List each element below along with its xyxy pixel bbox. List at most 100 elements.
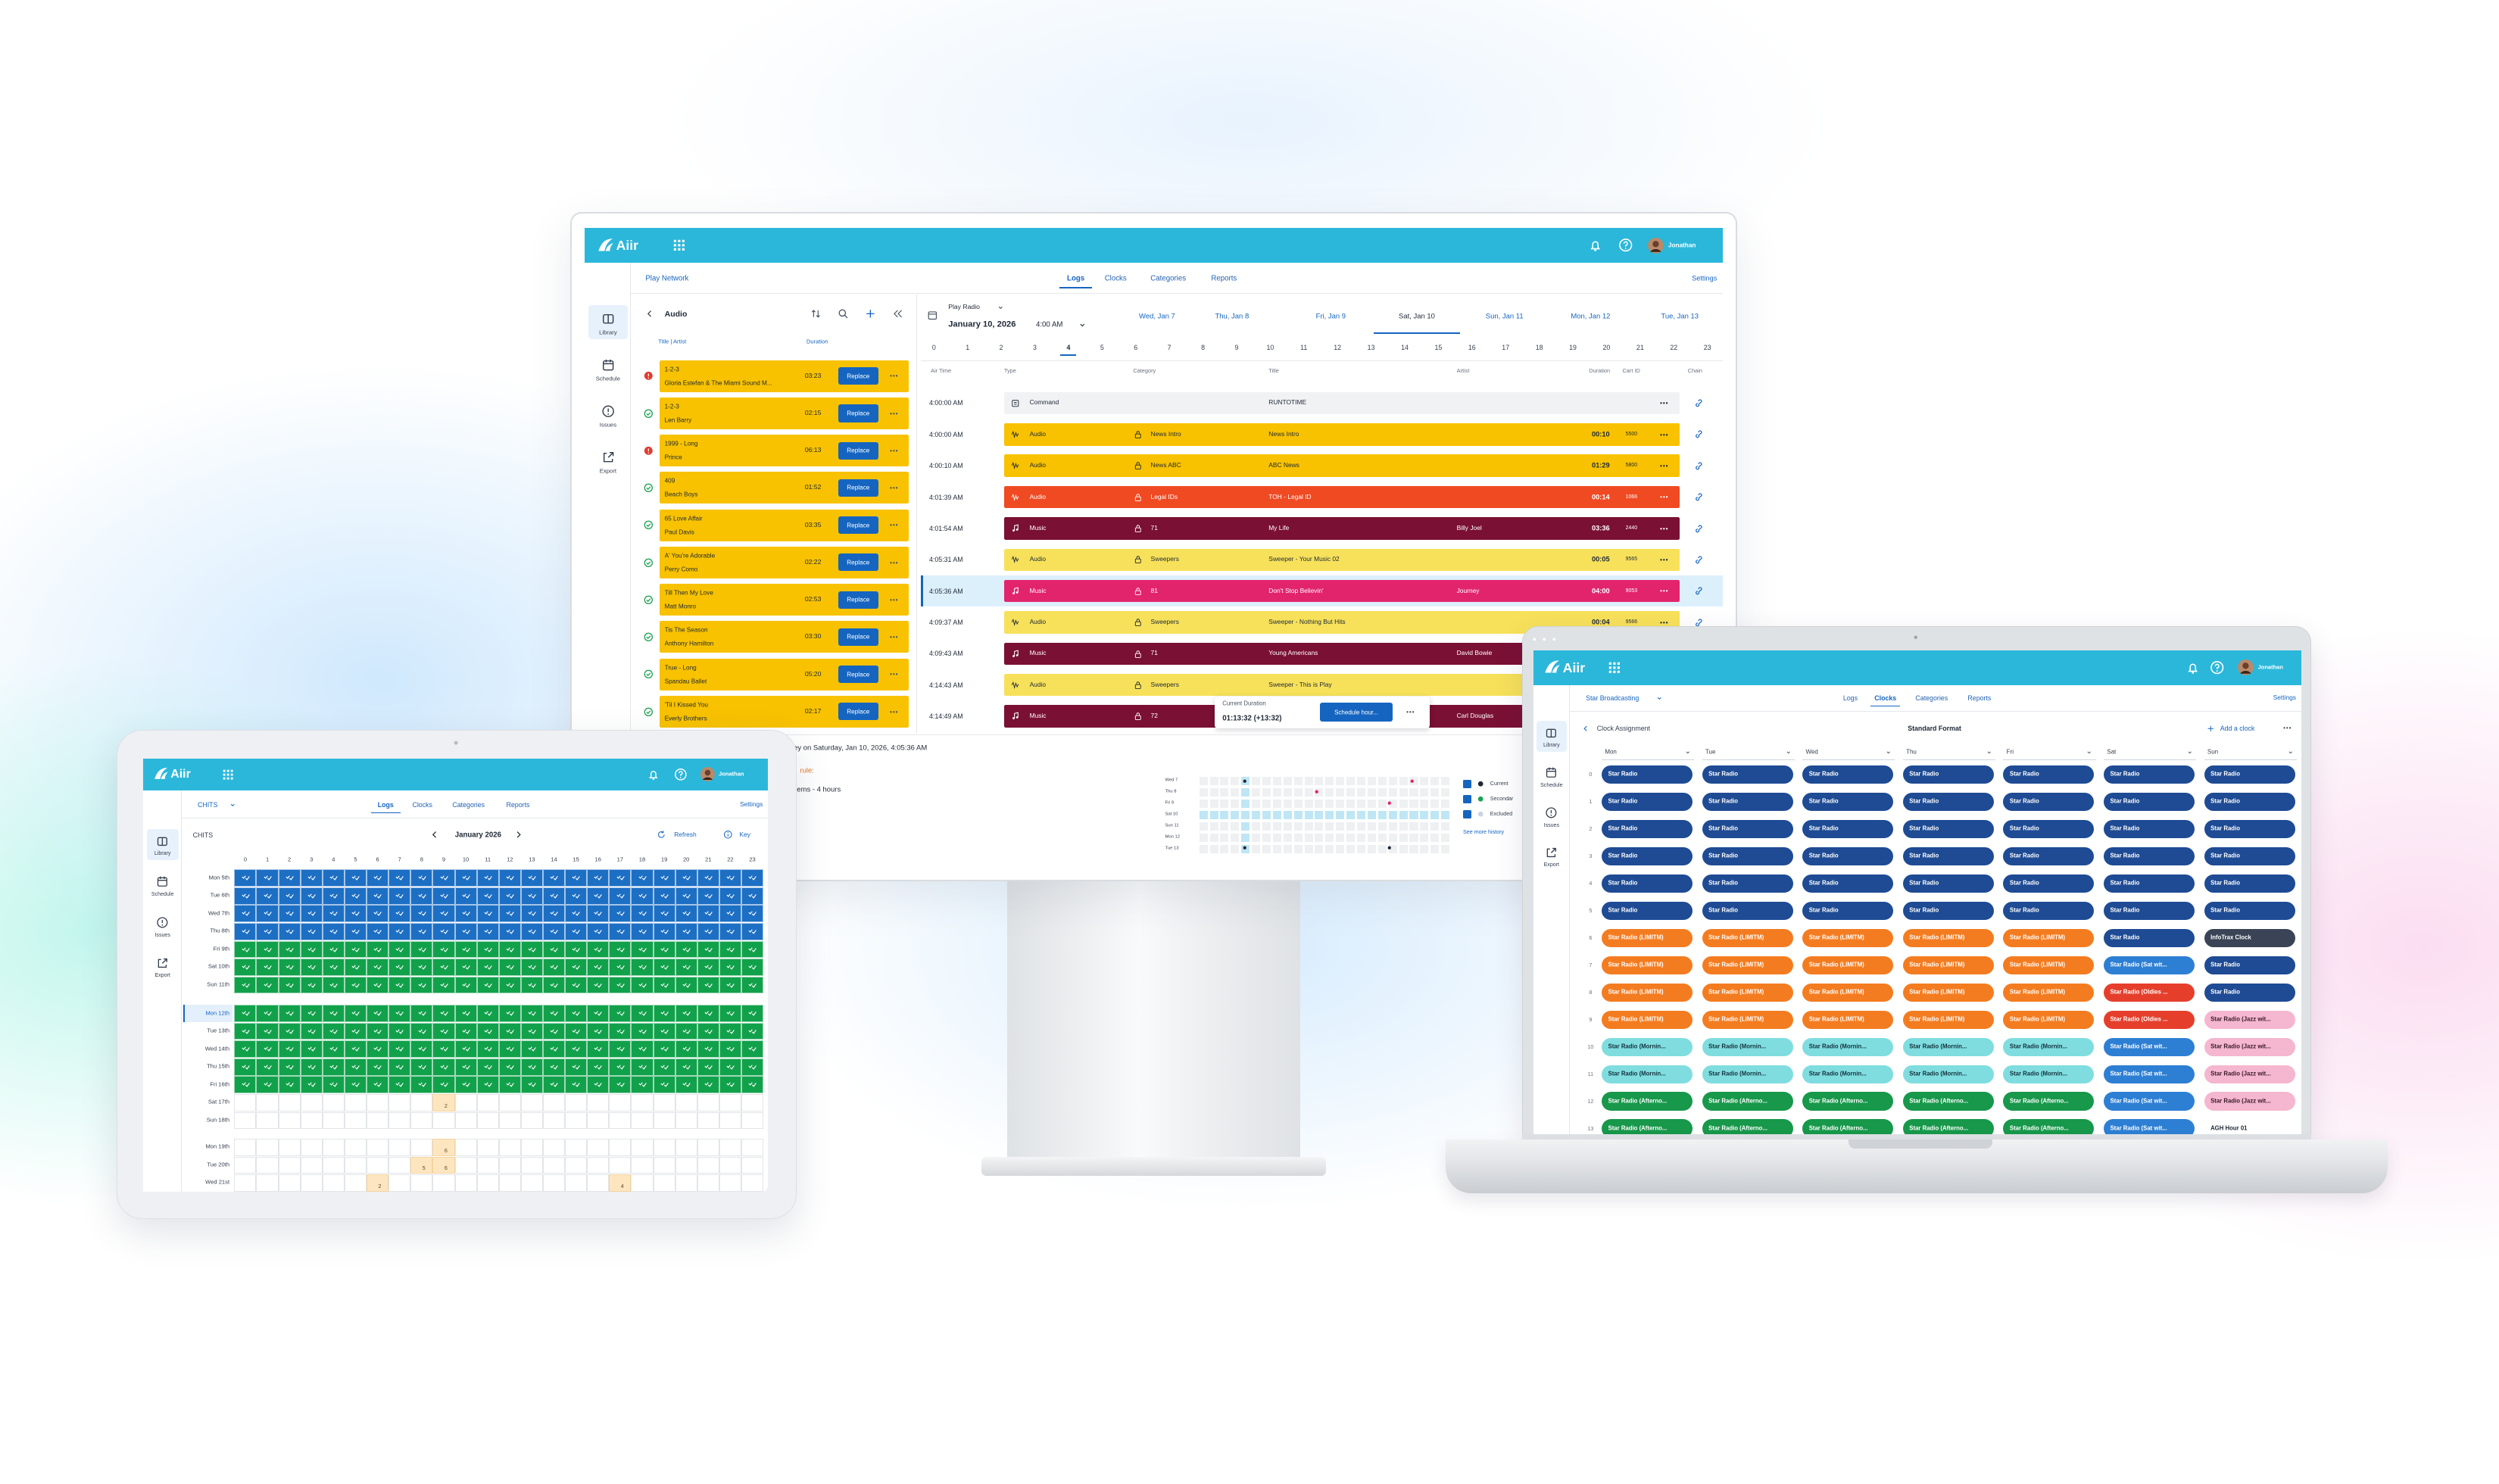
- nav-item[interactable]: Library: [1543, 743, 1560, 749]
- nav-item[interactable]: Issues: [599, 421, 617, 429]
- hour-tab[interactable]: 11: [1300, 343, 1308, 351]
- clock-chip[interactable]: [2104, 928, 2195, 947]
- hour-tab[interactable]: 18: [1535, 343, 1543, 351]
- hour-tab[interactable]: 10: [1266, 343, 1274, 351]
- clock-chip[interactable]: [1902, 928, 1994, 947]
- log-row[interactable]: [1003, 391, 1680, 415]
- hour-tab[interactable]: 17: [1502, 343, 1510, 351]
- clock-chip[interactable]: [2104, 1065, 2195, 1083]
- clock-chip[interactable]: [2204, 819, 2295, 838]
- nav-tab[interactable]: Clocks: [1104, 274, 1127, 283]
- day-tab[interactable]: Tue, Jan 13: [1661, 312, 1699, 321]
- clock-chip[interactable]: [1602, 1065, 1693, 1083]
- clock-chip[interactable]: [1802, 956, 1894, 974]
- hour-tab[interactable]: 6: [1134, 343, 1138, 351]
- clock-chip[interactable]: [1702, 1037, 1793, 1056]
- clock-chip[interactable]: [1802, 928, 1894, 947]
- hour-tab[interactable]: 12: [1334, 343, 1342, 351]
- clock-chip[interactable]: [2003, 901, 2095, 920]
- history-link[interactable]: See more history: [1463, 828, 1505, 835]
- hour-tab[interactable]: 16: [1468, 343, 1476, 351]
- hour-tab[interactable]: 13: [1367, 343, 1375, 351]
- nav-tab[interactable]: Reports: [1967, 694, 1992, 702]
- clock-chip[interactable]: [1602, 846, 1693, 865]
- nav-tab[interactable]: Logs: [377, 800, 394, 809]
- clock-chip[interactable]: [1802, 792, 1894, 812]
- nav-tab[interactable]: Categories: [1150, 274, 1187, 283]
- replace-button[interactable]: [838, 479, 878, 497]
- clock-chip[interactable]: [2204, 983, 2295, 1002]
- clock-chip[interactable]: [1902, 846, 1994, 865]
- clock-chip[interactable]: [1702, 1065, 1793, 1083]
- hour-tab[interactable]: 21: [1636, 343, 1644, 351]
- clock-chip[interactable]: [2204, 792, 2295, 812]
- clock-chip[interactable]: [1602, 792, 1693, 812]
- hour-tab[interactable]: 5: [1100, 343, 1104, 351]
- nav-item[interactable]: Schedule: [151, 892, 174, 898]
- nav-item[interactable]: Library: [154, 851, 171, 857]
- hour-tab[interactable]: 8: [1201, 343, 1206, 351]
- hour-tab[interactable]: 1: [966, 343, 970, 351]
- clock-chip[interactable]: [1902, 792, 1994, 812]
- clock-chip[interactable]: [2204, 765, 2295, 784]
- clock-chip[interactable]: [1702, 846, 1793, 865]
- hour-tab[interactable]: 15: [1434, 343, 1443, 351]
- clock-chip[interactable]: [2204, 901, 2295, 920]
- nav-tab[interactable]: Reports: [506, 800, 530, 809]
- clock-chip[interactable]: [2204, 1037, 2295, 1056]
- clock-chip[interactable]: [1602, 901, 1693, 920]
- clock-chip[interactable]: [2104, 874, 2195, 893]
- clock-chip[interactable]: [2003, 1010, 2095, 1029]
- clock-chip[interactable]: [1802, 1010, 1894, 1029]
- nav-tab[interactable]: Reports: [1211, 274, 1237, 283]
- clock-chip[interactable]: [2003, 874, 2095, 893]
- replace-button[interactable]: [838, 666, 878, 684]
- clock-chip[interactable]: [2204, 846, 2295, 865]
- nav-item[interactable]: Schedule: [595, 375, 621, 382]
- clock-chip[interactable]: [1702, 874, 1793, 893]
- clock-chip[interactable]: [2003, 792, 2095, 812]
- nav-item[interactable]: Export: [599, 467, 617, 475]
- day-tab[interactable]: Thu, Jan 8: [1215, 312, 1250, 321]
- clock-chip[interactable]: [2104, 956, 2195, 974]
- clock-chip[interactable]: [2003, 1037, 2095, 1056]
- hour-tab[interactable]: 2: [999, 343, 1003, 351]
- clock-chip[interactable]: [2003, 956, 2095, 974]
- clock-chip[interactable]: [1602, 874, 1693, 893]
- log-row[interactable]: [1003, 485, 1680, 509]
- hour-tab[interactable]: 9: [1234, 343, 1239, 351]
- replace-button[interactable]: [838, 367, 878, 385]
- clock-chip[interactable]: [1902, 956, 1994, 974]
- clock-chip[interactable]: [2003, 1092, 2095, 1111]
- replace-button[interactable]: [838, 404, 878, 422]
- clock-chip[interactable]: [2104, 846, 2195, 865]
- replace-button[interactable]: [838, 441, 878, 460]
- clock-chip[interactable]: [2104, 983, 2195, 1002]
- clock-chip[interactable]: [2003, 846, 2095, 865]
- day-tab[interactable]: Sun, Jan 11: [1485, 312, 1524, 321]
- clock-chip[interactable]: [1702, 1092, 1793, 1111]
- day-tab[interactable]: Sat, Jan 10: [1399, 312, 1435, 321]
- log-row[interactable]: [1003, 548, 1680, 571]
- clock-chip[interactable]: [2104, 819, 2195, 838]
- hour-tab[interactable]: 3: [1033, 343, 1037, 351]
- clock-chip[interactable]: [2204, 1065, 2295, 1083]
- clock-chip[interactable]: [2204, 928, 2295, 947]
- nav-item[interactable]: Export: [1543, 862, 1560, 868]
- day-tab[interactable]: Fri, Jan 9: [1315, 312, 1346, 321]
- clock-chip[interactable]: [1802, 983, 1894, 1002]
- hour-tab[interactable]: 0: [931, 343, 936, 351]
- clock-chip[interactable]: [1902, 819, 1994, 838]
- clock-chip[interactable]: [2104, 765, 2195, 784]
- clock-chip[interactable]: [1902, 765, 1994, 784]
- clock-chip[interactable]: [2003, 765, 2095, 784]
- settings-link[interactable]: Settings: [1692, 275, 1717, 283]
- hour-tab[interactable]: 22: [1670, 343, 1678, 351]
- clock-chip[interactable]: [2204, 1092, 2295, 1111]
- clock-chip[interactable]: [1602, 956, 1693, 974]
- hour-tab[interactable]: 4: [1066, 343, 1071, 351]
- clock-chip[interactable]: [2003, 983, 2095, 1002]
- clock-chip[interactable]: [2204, 1010, 2295, 1029]
- refresh-button[interactable]: Refresh: [674, 830, 697, 838]
- nav-tab[interactable]: Logs: [1842, 694, 1858, 702]
